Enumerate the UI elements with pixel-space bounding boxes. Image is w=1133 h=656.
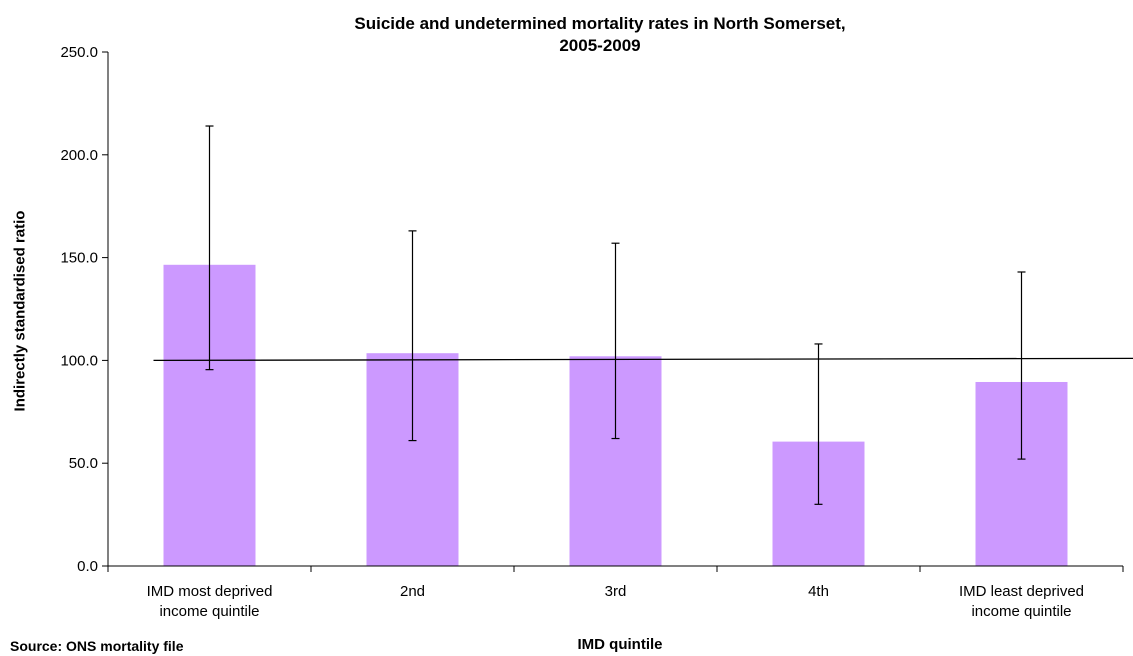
- y-axis-label: Indirectly standardised ratio: [11, 210, 29, 412]
- source-note: Source: ONS mortality file: [10, 638, 184, 654]
- y-tick-label: 50.0: [69, 455, 98, 472]
- reference-line: [153, 357, 1133, 362]
- x-axis-label: IMD quintile: [577, 636, 663, 653]
- y-tick-label: 100.0: [60, 352, 98, 369]
- y-tick-label: 0.0: [77, 558, 98, 575]
- x-tick-label: IMD least deprived income quintile: [959, 583, 1084, 620]
- x-tick-label: IMD most deprived income quintile: [147, 583, 273, 620]
- y-tick-label: 150.0: [60, 250, 98, 267]
- y-tick-label: 250.0: [60, 44, 98, 61]
- y-tick-label: 200.0: [60, 147, 98, 164]
- x-tick-label: 4th: [808, 583, 829, 600]
- x-tick-label: 2nd: [400, 583, 425, 600]
- x-tick-label: 3rd: [605, 583, 627, 600]
- chart-title-line2: 2005-2009: [559, 36, 641, 55]
- chart-title-line1: Suicide and undetermined mortality rates…: [354, 14, 846, 33]
